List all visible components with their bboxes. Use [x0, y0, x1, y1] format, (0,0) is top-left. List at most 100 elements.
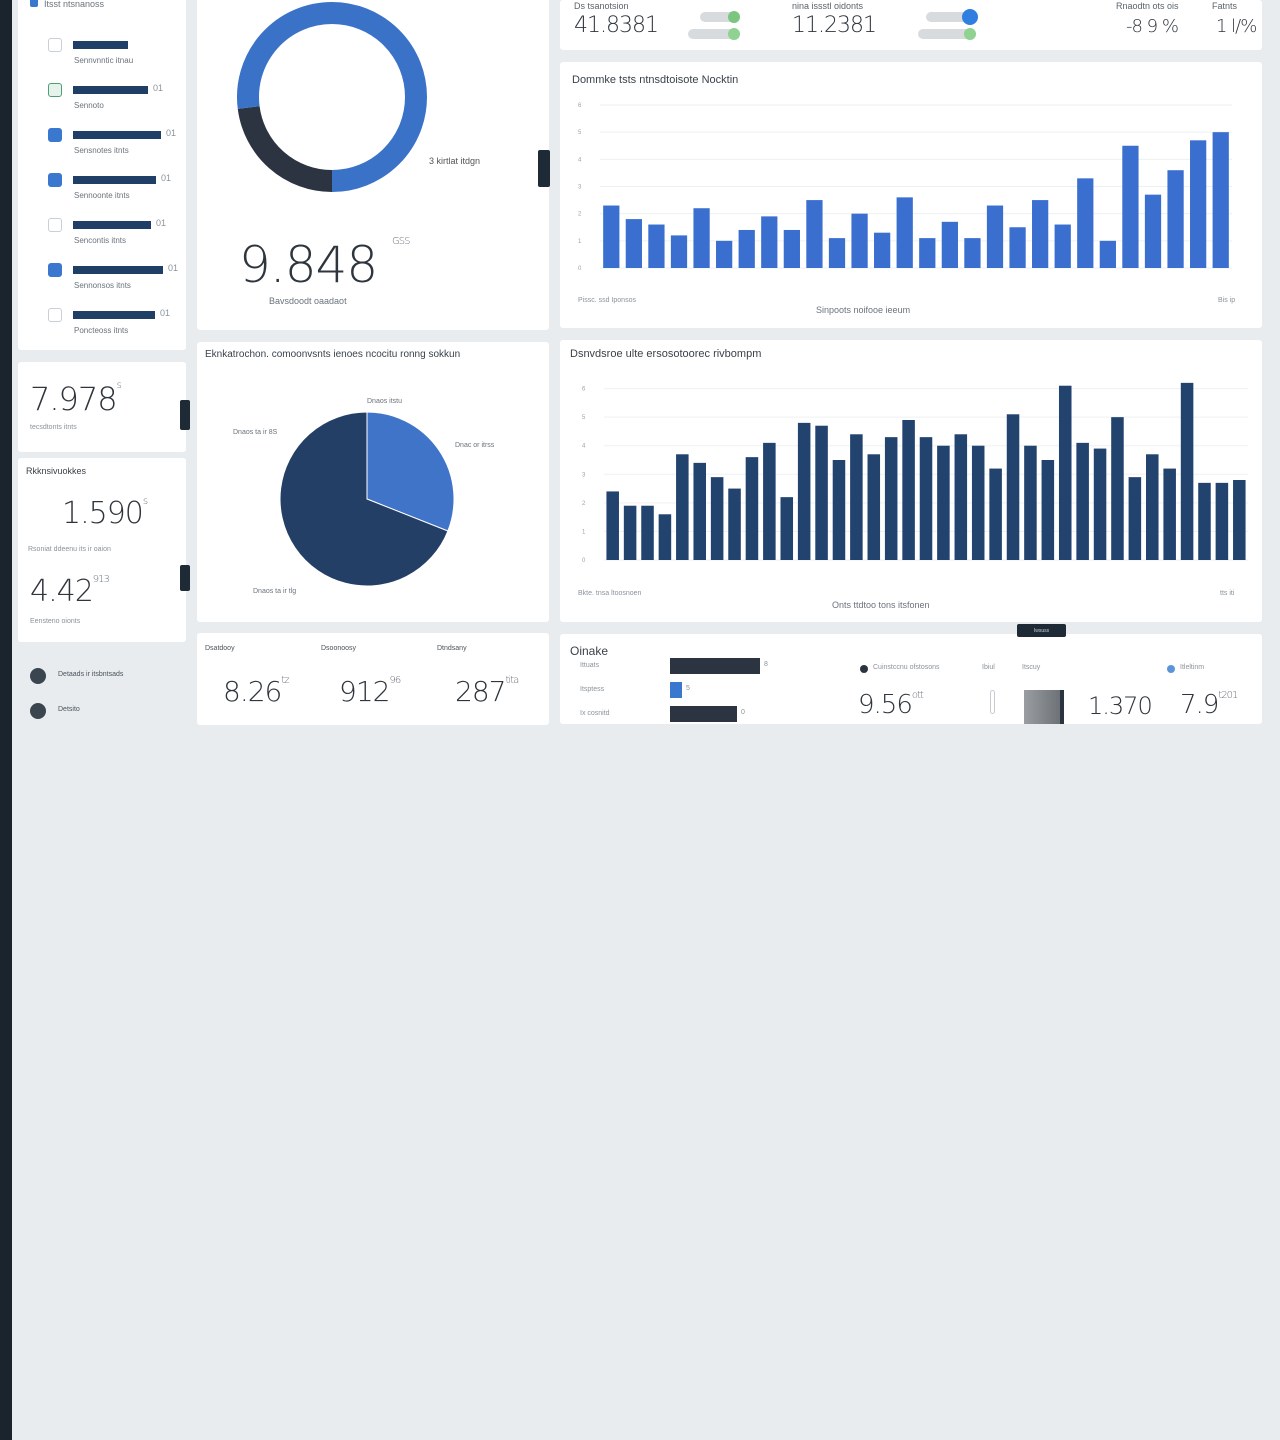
checkbox[interactable]: [48, 38, 62, 52]
bar[interactable]: [941, 221, 958, 268]
checkbox[interactable]: [48, 128, 62, 142]
bar[interactable]: [780, 497, 794, 560]
panel-handle[interactable]: [538, 150, 550, 187]
bar[interactable]: [850, 434, 863, 560]
sidebar-item[interactable]: Sennvnntic itnau: [30, 38, 190, 78]
sidebar-item[interactable]: 01 Sencontis itnts: [30, 218, 190, 258]
bar[interactable]: [1041, 460, 1055, 560]
toggle[interactable]: [700, 11, 740, 23]
right-window-edge: [0, 720, 12, 1440]
bar[interactable]: [1009, 227, 1026, 268]
bar[interactable]: [867, 454, 881, 560]
summary-value: 7.9: [1180, 690, 1219, 720]
bar[interactable]: [623, 505, 637, 560]
bar[interactable]: [1233, 480, 1246, 560]
bar[interactable]: [1215, 482, 1229, 560]
toggle[interactable]: [918, 28, 976, 40]
bar[interactable]: [783, 229, 800, 268]
bar[interactable]: [738, 229, 755, 268]
bar[interactable]: [1077, 178, 1094, 268]
bar[interactable]: [625, 219, 642, 268]
bar[interactable]: [1032, 200, 1049, 268]
bar[interactable]: [648, 224, 665, 268]
sidebar-item[interactable]: 01 Poncteoss itnts: [30, 308, 190, 348]
bar[interactable]: [1144, 194, 1162, 268]
checkbox[interactable]: [48, 173, 62, 187]
bar[interactable]: [1111, 417, 1124, 560]
checkbox[interactable]: [48, 263, 62, 277]
bar[interactable]: [971, 445, 985, 560]
bar[interactable]: [693, 462, 706, 560]
bar[interactable]: [1099, 240, 1116, 268]
bar[interactable]: [896, 197, 913, 268]
collapse-handle[interactable]: [180, 400, 190, 430]
y-tick-label: 6: [582, 387, 586, 393]
bar[interactable]: [919, 238, 936, 268]
bar[interactable]: [874, 232, 891, 268]
collapse-handle[interactable]: [180, 565, 190, 591]
bar-chart-2: 0 1 2 3 4 5 6: [582, 382, 1248, 564]
bar[interactable]: [658, 514, 672, 560]
kpi-title: Rkknsivuokkes: [26, 466, 87, 476]
bar[interactable]: [851, 213, 868, 268]
bar[interactable]: [641, 505, 654, 560]
bar[interactable]: [728, 488, 741, 560]
bar[interactable]: [710, 477, 724, 560]
bar[interactable]: [902, 420, 915, 560]
bar[interactable]: [1122, 145, 1139, 268]
bar[interactable]: [1180, 382, 1194, 560]
bar[interactable]: [797, 422, 811, 560]
sidebar-item[interactable]: 01 Sensnotes itnts: [30, 128, 190, 168]
summary-tab[interactable]: Iwsuss: [1017, 624, 1066, 637]
toggle[interactable]: [688, 28, 740, 40]
sidebar-item[interactable]: 01 Sennoto: [30, 83, 190, 123]
bar[interactable]: [1054, 224, 1071, 268]
bar[interactable]: [1058, 385, 1072, 560]
bar[interactable]: [1128, 477, 1142, 560]
bar[interactable]: [1076, 442, 1089, 560]
bar[interactable]: [763, 442, 776, 560]
bar[interactable]: [828, 238, 846, 268]
bar[interactable]: [1024, 445, 1037, 560]
bar[interactable]: [1006, 414, 1020, 560]
checkbox[interactable]: [48, 83, 62, 97]
top-metrics-strip: Ds tsanotsion 41.8381 nina issstl oidont…: [560, 0, 1262, 50]
bar[interactable]: [670, 235, 688, 268]
bar[interactable]: [1190, 140, 1207, 268]
bar[interactable]: [693, 208, 710, 268]
footer-item-label: Detaads ir itsbntsads: [58, 671, 124, 678]
bar[interactable]: [884, 437, 898, 560]
bar[interactable]: [716, 240, 733, 268]
bar[interactable]: [964, 238, 981, 268]
bar[interactable]: [606, 491, 619, 560]
bar[interactable]: [1198, 482, 1211, 560]
bar[interactable]: [676, 454, 689, 560]
checkbox[interactable]: [48, 218, 62, 232]
bar[interactable]: [832, 460, 846, 560]
bar[interactable]: [986, 205, 1004, 268]
bar[interactable]: [745, 457, 759, 560]
bar[interactable]: [1163, 468, 1176, 560]
chart-title: Dommke tsts ntnsdtoisote Nocktin: [572, 74, 739, 86]
sidebar-item[interactable]: 01 Sennoonte itnts: [30, 173, 190, 213]
bar[interactable]: [919, 437, 933, 560]
bar[interactable]: [806, 200, 823, 268]
donut-card: 3 kirtlat itdgn 9.848 GSS Bavsdoodt oaad…: [197, 0, 549, 330]
bar[interactable]: [1093, 448, 1107, 560]
bar[interactable]: [954, 434, 968, 560]
kpi-label: tecsdtonts itnts: [30, 424, 77, 431]
bar[interactable]: [761, 216, 778, 268]
footer-item-label: Detsito: [58, 706, 80, 713]
bar[interactable]: [1167, 170, 1184, 268]
bar[interactable]: [815, 425, 828, 560]
toggle[interactable]: [926, 9, 978, 25]
bar[interactable]: [989, 468, 1002, 560]
slider-handle[interactable]: [990, 690, 995, 714]
bar[interactable]: [937, 445, 950, 560]
bar[interactable]: [1212, 132, 1229, 268]
bar[interactable]: [1146, 454, 1159, 560]
checkbox[interactable]: [48, 308, 62, 322]
sidebar-item[interactable]: 01 Sennonsos itnts: [30, 263, 190, 303]
y-tick-label: 2: [578, 212, 582, 218]
bar[interactable]: [603, 205, 620, 268]
